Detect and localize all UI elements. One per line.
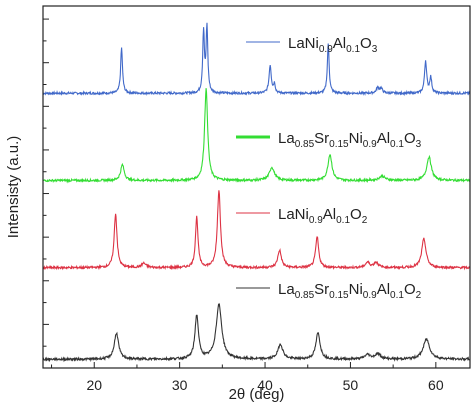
x-tick-label: 60 bbox=[428, 377, 444, 393]
x-tick-label: 30 bbox=[172, 377, 188, 393]
legend-label: La0.85Sr0.15Ni0.9Al0.1O2 bbox=[278, 281, 422, 301]
legend-item-2: La0.85Sr0.15Ni0.9Al0.1O3 bbox=[236, 130, 422, 150]
legend-item-3: LaNi0.9Al0.1O2 bbox=[236, 206, 368, 226]
axes: 20 30 40 50 60 bbox=[42, 5, 471, 393]
legend-label: LaNi0.9Al0.1O2 bbox=[278, 206, 368, 226]
x-axis-title: 2θ (deg) bbox=[229, 386, 285, 403]
series-line-2 bbox=[42, 88, 471, 184]
x-tick-label: 50 bbox=[343, 377, 359, 393]
legend-item-1: LaNi0.9Al0.1O3 bbox=[246, 35, 378, 55]
plot-background bbox=[43, 6, 470, 368]
plot-frame bbox=[42, 5, 471, 369]
legend-label: LaNi0.9Al0.1O3 bbox=[288, 35, 378, 55]
legend: LaNi0.9Al0.1O3 La0.85Sr0.15Ni0.9Al0.1O3 La… bbox=[236, 35, 422, 301]
x-tick-label: 40 bbox=[257, 377, 273, 393]
series-layer bbox=[42, 22, 471, 363]
series-line-3 bbox=[42, 190, 471, 271]
series-line-1 bbox=[42, 22, 471, 97]
x-tick-label: 20 bbox=[86, 377, 102, 393]
plot-area bbox=[43, 6, 470, 368]
legend-item-4: La0.85Sr0.15Ni0.9Al0.1O2 bbox=[236, 281, 422, 301]
series-line-4 bbox=[42, 302, 471, 363]
legend-label: La0.85Sr0.15Ni0.9Al0.1O3 bbox=[278, 130, 422, 150]
y-axis-title: Intensisty (a.u.) bbox=[5, 136, 22, 239]
